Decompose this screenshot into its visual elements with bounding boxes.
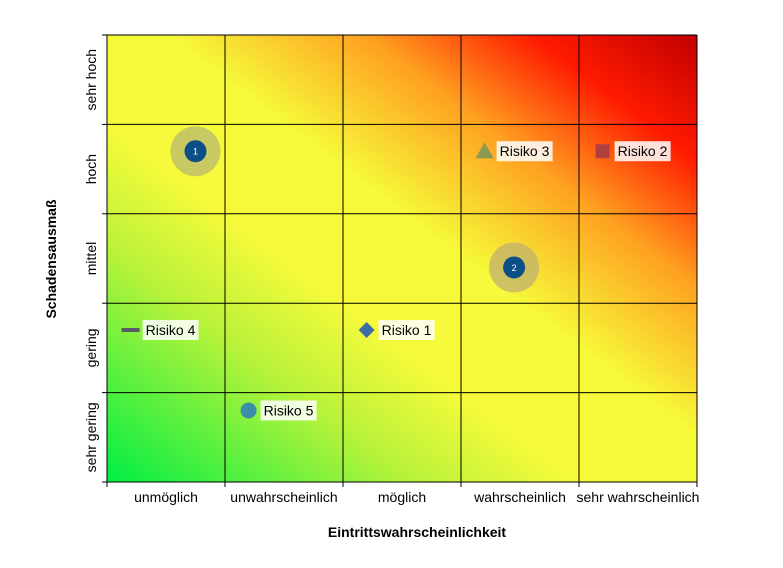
dash-marker xyxy=(121,328,140,333)
point-label-box xyxy=(260,400,317,421)
point-label-box xyxy=(614,141,671,162)
y-tick-labels: sehr gering gering mittel hoch sehr hoch xyxy=(83,49,99,472)
circle-marker xyxy=(240,402,257,419)
risk-point: Risiko 4 xyxy=(121,320,199,341)
y-tick-label: sehr hoch xyxy=(83,49,99,110)
axes xyxy=(102,34,698,487)
y-tick-label: gering xyxy=(83,328,99,367)
y-axis-title: Schadensausmaß xyxy=(43,199,59,318)
diamond-marker xyxy=(358,322,375,339)
point-label: Risiko 5 xyxy=(264,402,314,418)
point-label: Risiko 2 xyxy=(618,143,668,159)
risk-point: Risiko 5 xyxy=(240,400,317,421)
x-tick-labels: unmöglich unwahrscheinlich möglich wahrsche… xyxy=(134,489,699,505)
point-label-box xyxy=(496,141,553,162)
y-tick-label: mittel xyxy=(83,242,99,275)
y-tick-label: sehr gering xyxy=(83,402,99,472)
square-marker xyxy=(595,144,610,159)
x-tick-label: wahrscheinlich xyxy=(473,489,566,505)
point-label: Risiko 3 xyxy=(500,143,550,159)
point-label: Risiko 4 xyxy=(146,322,196,338)
badge-label: 1 xyxy=(193,147,198,157)
badge-label: 2 xyxy=(512,263,517,273)
badge-circle xyxy=(184,140,207,163)
risk-badges: 12 xyxy=(170,126,540,293)
triangle-marker xyxy=(475,142,494,159)
risk-point: Risiko 1 xyxy=(358,320,435,341)
x-tick-label: unmöglich xyxy=(134,489,198,505)
x-tick-label: sehr wahrscheinlich xyxy=(577,489,700,505)
x-axis-title: Eintrittswahrscheinlichkeit xyxy=(328,524,506,540)
risk-badge: 1 xyxy=(170,126,221,177)
x-tick-label: möglich xyxy=(378,489,426,505)
risk-point: Risiko 3 xyxy=(475,141,553,162)
risk-points: Risiko 1 Risiko 2 Risiko 3 Risiko 4 Risiko 5 xyxy=(121,141,671,421)
badge-circle xyxy=(503,256,526,279)
plot-background xyxy=(107,35,697,482)
x-tick-label: unwahrscheinlich xyxy=(230,489,337,505)
y-tick-label: hoch xyxy=(83,154,99,184)
heat-gradient xyxy=(107,35,697,482)
point-label: Risiko 1 xyxy=(382,322,432,338)
risk-badge: 2 xyxy=(489,242,540,293)
grid-lines xyxy=(107,34,698,482)
risk-point: Risiko 2 xyxy=(595,141,671,162)
point-label-box xyxy=(378,320,435,341)
point-label-box xyxy=(142,320,199,341)
